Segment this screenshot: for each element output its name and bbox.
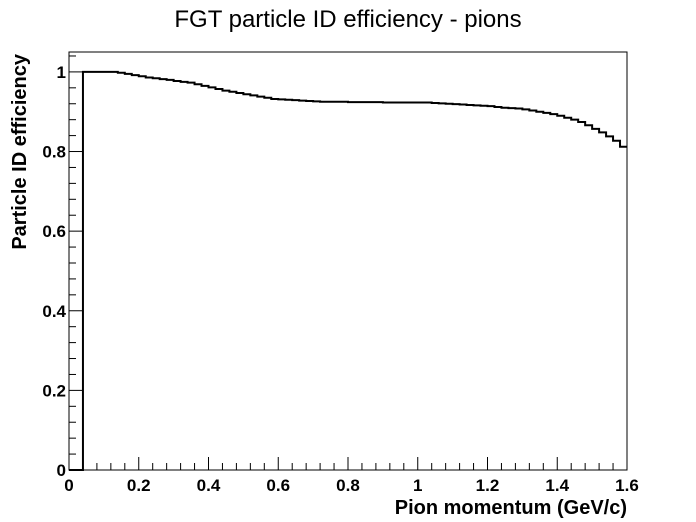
efficiency-histogram-line bbox=[69, 70, 627, 471]
chart-title: FGT particle ID efficiency - pions bbox=[174, 6, 521, 33]
plot-frame bbox=[68, 51, 628, 471]
x-axis-ticks: 0 0.2 0.4 0.6 0.8 1 1.2 1.4 1.6 bbox=[64, 457, 639, 495]
x-tick-label: 0 bbox=[64, 476, 73, 495]
y-tick-label: 0.4 bbox=[42, 302, 66, 321]
y-axis-label: Particle ID efficiency bbox=[9, 53, 31, 250]
y-tick-label: 1 bbox=[57, 63, 66, 82]
x-tick-label: 0.6 bbox=[266, 476, 290, 495]
x-tick-label: 0.8 bbox=[336, 476, 360, 495]
x-tick-label: 1.6 bbox=[615, 476, 639, 495]
y-axis-ticks: 0 0.2 0.4 0.6 0.8 1 bbox=[42, 55, 82, 480]
x-tick-label: 1.4 bbox=[545, 476, 569, 495]
y-tick-label: 0.8 bbox=[42, 143, 66, 162]
x-tick-label: 1 bbox=[413, 476, 422, 495]
y-tick-label: 0 bbox=[57, 461, 66, 480]
x-tick-label: 1.2 bbox=[476, 476, 500, 495]
y-tick-label: 0.2 bbox=[42, 381, 66, 400]
y-tick-label: 0.6 bbox=[42, 222, 66, 241]
x-tick-label: 0.4 bbox=[197, 476, 221, 495]
x-axis-label: Pion momentum (GeV/c) bbox=[395, 497, 627, 519]
x-tick-label: 0.2 bbox=[127, 476, 151, 495]
